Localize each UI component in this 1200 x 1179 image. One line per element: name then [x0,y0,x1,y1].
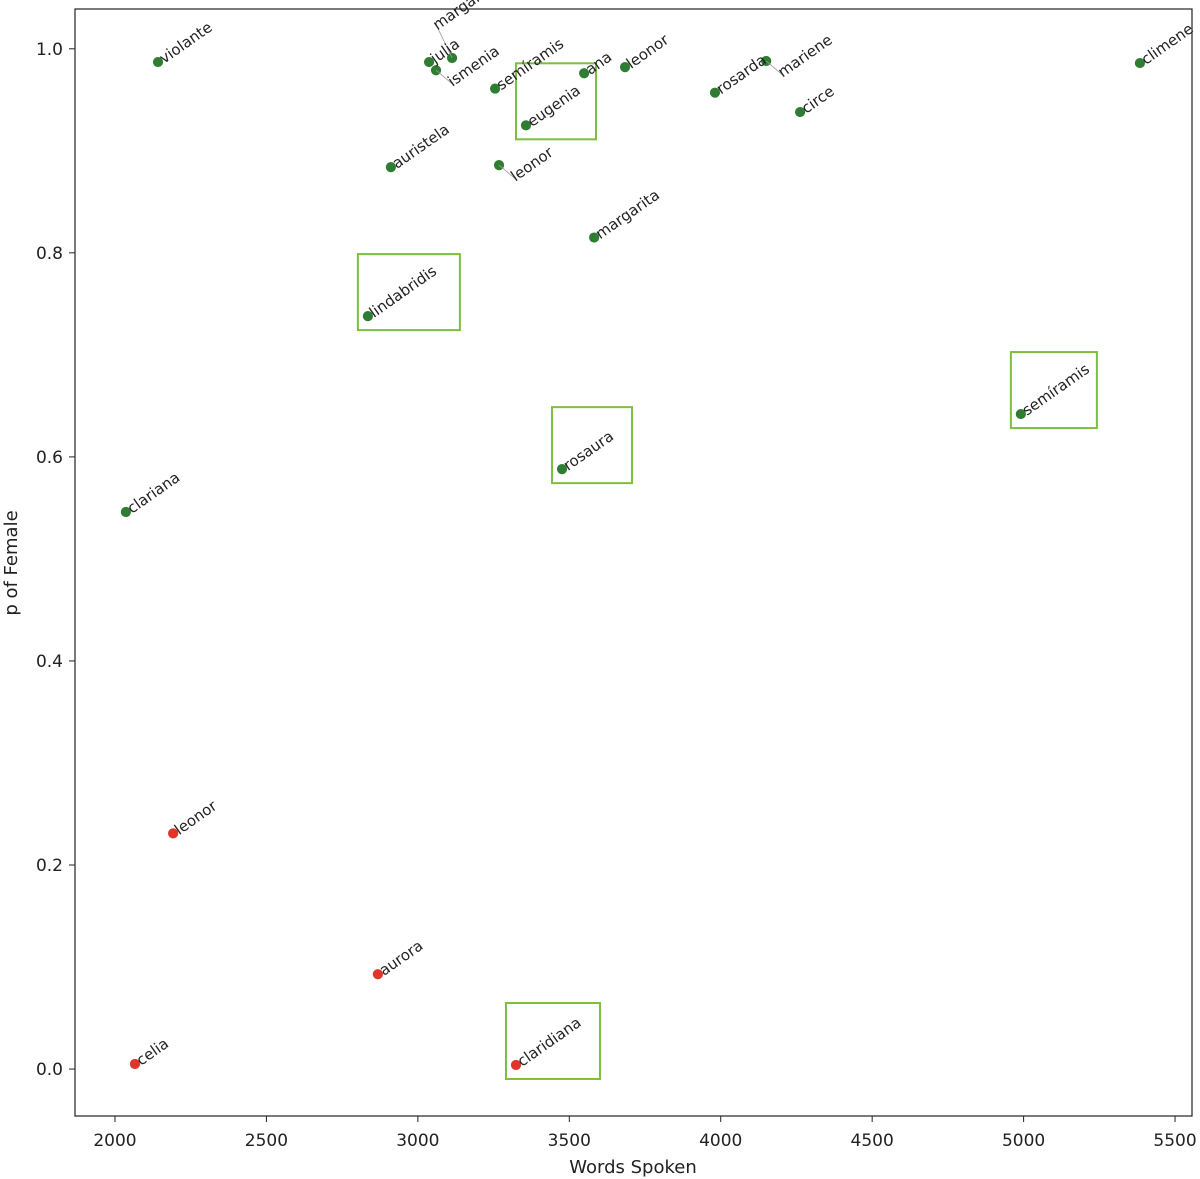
data-point [119,506,132,518]
data-point [489,82,501,95]
y-tick-label: 0.0 [36,1060,63,1080]
data-point [709,86,721,99]
point-label: mariene [774,31,835,81]
data-point [129,1058,141,1070]
data-point [152,56,164,68]
point-label: rosarda [713,51,770,98]
point-label: lindabridis [366,262,440,322]
data-point [510,1059,522,1071]
x-tick-label: 5000 [1002,1131,1045,1151]
y-tick-label: 1.0 [36,40,63,60]
highlight-box [1009,351,1098,430]
label-leader-line [437,27,453,59]
point-label: aurora [376,937,427,980]
x-tick-label: 2500 [245,1131,288,1151]
point-label: rosaura [560,427,617,474]
label-leader-line [498,164,516,180]
y-axis-label: p of Female [1,510,22,615]
highlight-box [356,253,461,332]
y-tick-label: 0.8 [36,244,63,264]
point-label: semíramis [1019,360,1093,419]
point-label: circe [798,82,838,117]
data-point [556,463,568,476]
data-point [520,119,532,132]
x-tick-label: 4500 [851,1131,894,1151]
point-label: climene [1138,20,1197,69]
y-tick-label: 0.4 [36,652,63,672]
data-point [578,67,591,80]
label-leader-line [435,69,453,85]
point-label: leonor [171,796,221,838]
x-tick-label: 2000 [93,1131,136,1151]
point-label: celia [133,1034,172,1069]
x-tick-label: 5500 [1153,1131,1196,1151]
data-point [794,106,806,118]
y-tick-label: 0.6 [36,448,63,468]
point-label: clariana [124,468,183,517]
x-tick-label: 4000 [699,1131,742,1151]
data-point [361,310,374,323]
data-point [384,161,397,174]
data-point [167,827,180,840]
x-tick-label: 3500 [548,1131,591,1151]
data-point [1014,408,1027,420]
y-tick-label: 0.2 [36,856,63,876]
point-label: leonor [507,143,557,185]
x-axis-label: Words Spoken [569,1157,697,1178]
point-label: violante [156,18,216,67]
data-point [1134,57,1146,69]
highlight-box [504,1001,601,1080]
data-point [619,61,631,74]
point-label: margarita [429,0,500,34]
point-label: claridiana [514,1013,585,1070]
plot-frame [74,8,1193,1117]
x-tick-label: 3000 [396,1131,439,1151]
label-leader-line [765,60,783,76]
highlight-box [514,62,597,141]
point-label: eugenia [524,81,584,130]
point-label: auristela [389,120,453,172]
data-point [588,231,601,244]
point-label: margarita [592,186,663,243]
highlight-box [551,406,634,485]
point-label: leonor [623,30,673,72]
data-point [371,968,384,981]
data-point [423,56,435,68]
